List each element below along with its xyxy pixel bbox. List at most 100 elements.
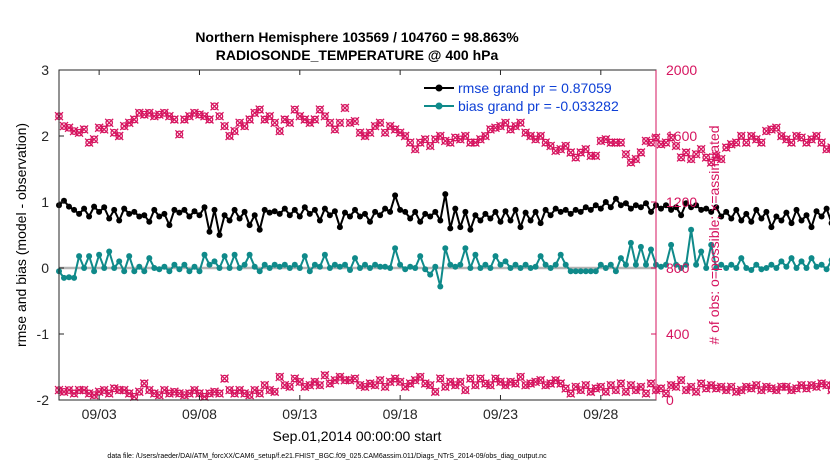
obs-possible-circle — [401, 132, 410, 140]
obs-assimilated-cross — [706, 157, 716, 167]
obs-possible-circle — [426, 142, 435, 150]
obs-assimilated-cross — [581, 380, 591, 390]
obs-count-marker — [295, 111, 305, 121]
obs-assimilated-cross — [64, 123, 74, 133]
bias-point — [537, 253, 544, 260]
obs-assimilated-cross — [802, 138, 811, 148]
rmse-point — [798, 217, 805, 224]
bias-point — [462, 245, 469, 252]
rmse-point — [718, 213, 725, 220]
bias-point — [783, 263, 790, 270]
bias-point — [407, 263, 414, 270]
rmse-point — [673, 204, 680, 211]
bias-point — [61, 274, 67, 281]
obs-assimilated-cross — [485, 124, 495, 134]
obs-count-marker — [716, 154, 726, 164]
obs-count-marker — [365, 128, 375, 138]
obs-assimilated-cross — [792, 383, 801, 393]
obs-possible-circle — [336, 118, 344, 127]
chart-subtitle: RADIOSONDE_TEMPERATURE @ 400 hPa — [216, 47, 499, 63]
obs-assimilated-cross — [827, 385, 830, 395]
obs-possible-circle — [536, 376, 545, 385]
rmse-point — [547, 212, 554, 219]
obs-possible-circle — [556, 379, 565, 388]
bias-point — [347, 267, 353, 273]
bias-point — [81, 265, 88, 271]
obs-assimilated-cross — [491, 374, 500, 384]
rmse-point — [462, 208, 469, 215]
obs-count-marker — [435, 374, 445, 384]
bias-point — [452, 263, 459, 270]
obs-possible-circle — [321, 371, 329, 380]
obs-count-marker — [79, 385, 89, 395]
obs-assimilated-cross — [265, 111, 275, 121]
rmse-point — [81, 205, 88, 212]
obs-possible-circle — [787, 138, 796, 147]
bias-point — [226, 265, 233, 271]
obs-count-marker — [159, 108, 169, 118]
bias-point — [808, 255, 815, 262]
obs-count-marker — [114, 131, 124, 141]
obs-count-marker — [390, 124, 400, 134]
obs-assimilated-cross — [731, 387, 741, 397]
bias-point — [703, 265, 710, 271]
obs-possible-circle — [316, 381, 324, 389]
bias-point — [728, 261, 735, 268]
obs-assimilated-cross — [425, 380, 435, 390]
obs-assimilated-cross — [470, 380, 480, 390]
rmse-point — [698, 206, 705, 213]
obs-assimilated-cross — [430, 387, 440, 397]
rmse-point — [216, 232, 223, 238]
rmse-point — [467, 226, 474, 233]
rmse-point — [773, 213, 780, 220]
rmse-point — [296, 213, 303, 220]
rmse-point — [432, 208, 439, 215]
rmse-point — [457, 224, 464, 231]
obs-assimilated-cross — [380, 128, 390, 138]
bias-point — [377, 263, 384, 270]
obs-count-marker — [812, 382, 821, 392]
obs-assimilated-cross — [335, 118, 345, 128]
rmse-point — [236, 215, 243, 222]
rmse-point — [602, 199, 609, 205]
obs-count-marker — [290, 105, 300, 115]
obs-assimilated-cross — [465, 374, 475, 384]
obs-possible-circle — [687, 382, 695, 391]
obs-assimilated-cross — [496, 377, 505, 387]
obs-count-marker — [410, 375, 420, 385]
y-left-tick-label: -2 — [37, 392, 50, 408]
obs-assimilated-cross — [771, 385, 781, 395]
rmse-point — [703, 205, 710, 212]
bias-point — [321, 251, 328, 258]
y-axis-left-label: rmse and bias (model - observation) — [13, 123, 29, 347]
bias-point — [552, 261, 559, 268]
obs-count-marker — [786, 138, 796, 148]
rmse-point — [607, 204, 614, 211]
rmse-point — [778, 217, 785, 224]
obs-assimilated-cross — [350, 374, 360, 384]
rmse-point — [136, 213, 143, 220]
obs-count-marker — [450, 380, 460, 390]
obs-count-marker — [480, 131, 490, 141]
bias-point — [246, 251, 253, 258]
obs-count-marker — [275, 372, 285, 382]
obs-count-marker — [661, 388, 671, 398]
obs-assimilated-cross — [235, 118, 245, 128]
obs-count-marker — [511, 379, 520, 388]
rmse-point — [622, 200, 629, 207]
obs-assimilated-cross — [721, 385, 731, 395]
obs-possible-circle — [632, 155, 640, 163]
bias-point — [201, 251, 208, 258]
obs-assimilated-cross — [305, 380, 315, 390]
obs-count-marker — [631, 154, 641, 164]
bias-point — [637, 243, 644, 250]
rmse-point — [487, 215, 494, 222]
obs-assimilated-cross — [771, 123, 781, 133]
rmse-point — [392, 192, 399, 199]
obs-assimilated-cross — [480, 131, 490, 141]
obs-count-marker — [751, 134, 761, 144]
rmse-point — [668, 206, 675, 213]
obs-assimilated-cross — [475, 134, 485, 144]
obs-count-marker — [360, 131, 370, 141]
obs-count-marker — [676, 152, 686, 162]
